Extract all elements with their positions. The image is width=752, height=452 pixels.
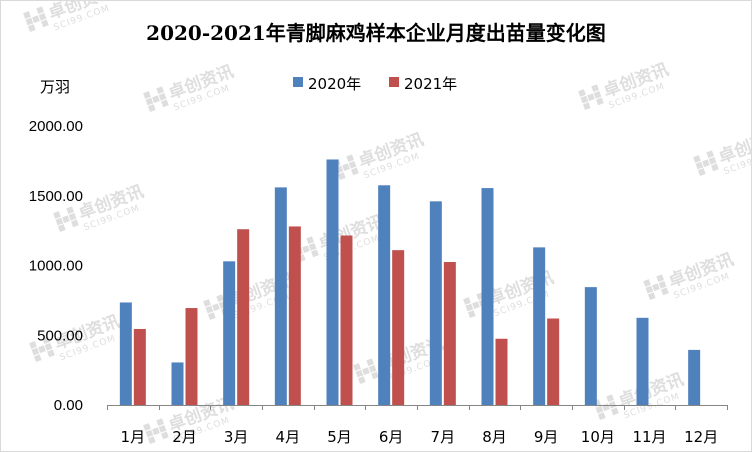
legend-swatch-series-1 (293, 77, 303, 87)
x-tick-label: 11月 (632, 428, 666, 446)
bar-series-1 (274, 187, 287, 405)
bar-series-1 (688, 349, 701, 405)
watermark-logo-icon (143, 418, 169, 444)
bar-series-1 (119, 302, 132, 405)
bar-series-1 (584, 287, 597, 405)
watermark-logo-icon (643, 274, 669, 300)
legend-label-series-2: 2021年 (404, 75, 457, 93)
watermark-logo-icon (143, 86, 169, 112)
watermark-logo-icon (53, 206, 79, 232)
x-tick-label: 9月 (534, 428, 559, 446)
y-tick-label: 0.00 (54, 397, 83, 414)
bar-series-1 (326, 159, 339, 405)
x-tick-label: 10月 (581, 428, 615, 446)
x-tick-label: 2月 (172, 428, 197, 446)
watermark-logo-icon (23, 6, 49, 32)
watermark-logo-icon (693, 150, 719, 176)
x-tick-label: 4月 (276, 428, 301, 446)
y-axis-unit-label: 万羽 (40, 78, 70, 96)
y-tick-label: 1500.00 (29, 188, 83, 205)
y-tick-label: 500.00 (37, 327, 83, 344)
watermark-logo-icon (353, 358, 379, 384)
bar-series-2 (443, 262, 456, 405)
bar-series-2 (237, 229, 250, 405)
bar-series-1 (533, 247, 546, 405)
legend-swatch-series-2 (389, 77, 399, 87)
legend-item-series-1: 2020年 (293, 75, 361, 93)
watermark-logo-icon (29, 336, 55, 362)
x-tick-label: 7月 (431, 428, 456, 446)
bar-series-1 (378, 185, 391, 405)
chart-title: 2020-2021年青脚麻鸡样本企业月度出苗量变化图 (146, 21, 606, 45)
bar-series-1 (429, 201, 442, 405)
x-tick-label: 8月 (482, 428, 507, 446)
bar-series-1 (481, 188, 494, 405)
legend-item-series-2: 2021年 (389, 75, 457, 93)
x-tick-label: 1月 (121, 428, 146, 446)
legend-label-series-1: 2020年 (308, 75, 361, 93)
bar-series-2 (547, 318, 560, 405)
x-tick-label: 5月 (327, 428, 352, 446)
bar-series-1 (636, 317, 649, 405)
watermark-logo-icon (578, 84, 604, 110)
bar-series-2 (340, 235, 353, 405)
bar-series-2 (495, 338, 508, 405)
x-tick-label: 3月 (224, 428, 249, 446)
bar-series-1 (171, 362, 184, 405)
legend: 2020年 2021年 (293, 75, 457, 93)
x-tick-label: 12月 (684, 428, 718, 446)
bar-series-1 (223, 261, 236, 405)
plot-area: 0.00 500.00 1000.00 1500.00 2000.00 1月 2月 3月 4月 5… (29, 118, 728, 446)
y-tick-label: 2000.00 (29, 118, 83, 135)
bar-series-2 (185, 308, 198, 405)
bar-series-2 (392, 250, 405, 405)
bar-series-2 (133, 328, 146, 405)
bar-series-2 (288, 226, 301, 405)
y-tick-label: 1000.00 (29, 258, 83, 275)
x-tick-label: 6月 (379, 428, 404, 446)
